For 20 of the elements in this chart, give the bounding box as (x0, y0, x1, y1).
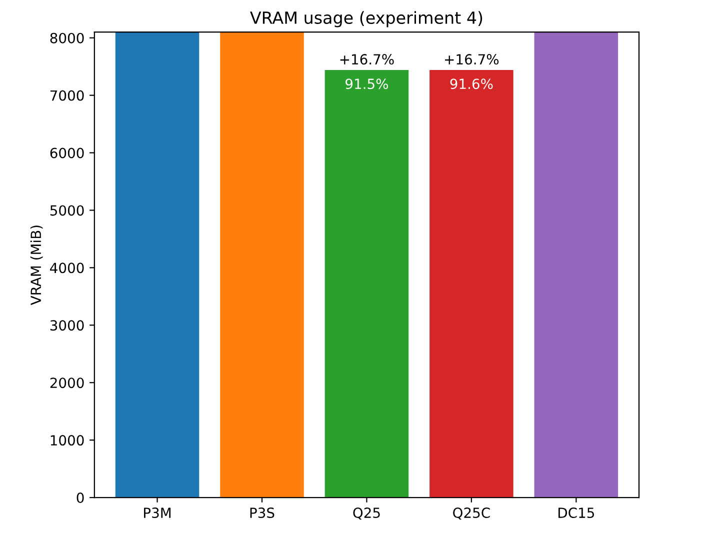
y-tick-label: 5000 (50, 205, 84, 216)
y-tick-label: 1000 (50, 435, 84, 446)
y-axis-title: VRAM (MiB) (30, 226, 43, 306)
y-tick-label: 3000 (50, 320, 84, 331)
annotation: 91.6% (450, 78, 493, 90)
chart-title: VRAM usage (experiment 4) (250, 11, 482, 28)
y-tick-label: 4000 (50, 262, 84, 274)
x-tick-label: P3S (250, 508, 274, 518)
x-tick-label: Q25C (453, 508, 490, 520)
y-tick-label: 8000 (50, 32, 84, 44)
annotation: +16.7% (445, 54, 499, 65)
y-tick-label: 7000 (50, 90, 84, 101)
annotation: 91.5% (346, 78, 388, 90)
annotation: +16.7% (340, 54, 394, 65)
y-tick-label: 6000 (50, 148, 84, 158)
x-tick-label: P3M (144, 508, 171, 518)
y-tick-label: 2000 (50, 378, 84, 388)
x-tick-label: Q25 (353, 508, 380, 520)
x-tick-label: DC15 (558, 508, 594, 518)
y-tick-label: 0 (76, 492, 84, 504)
